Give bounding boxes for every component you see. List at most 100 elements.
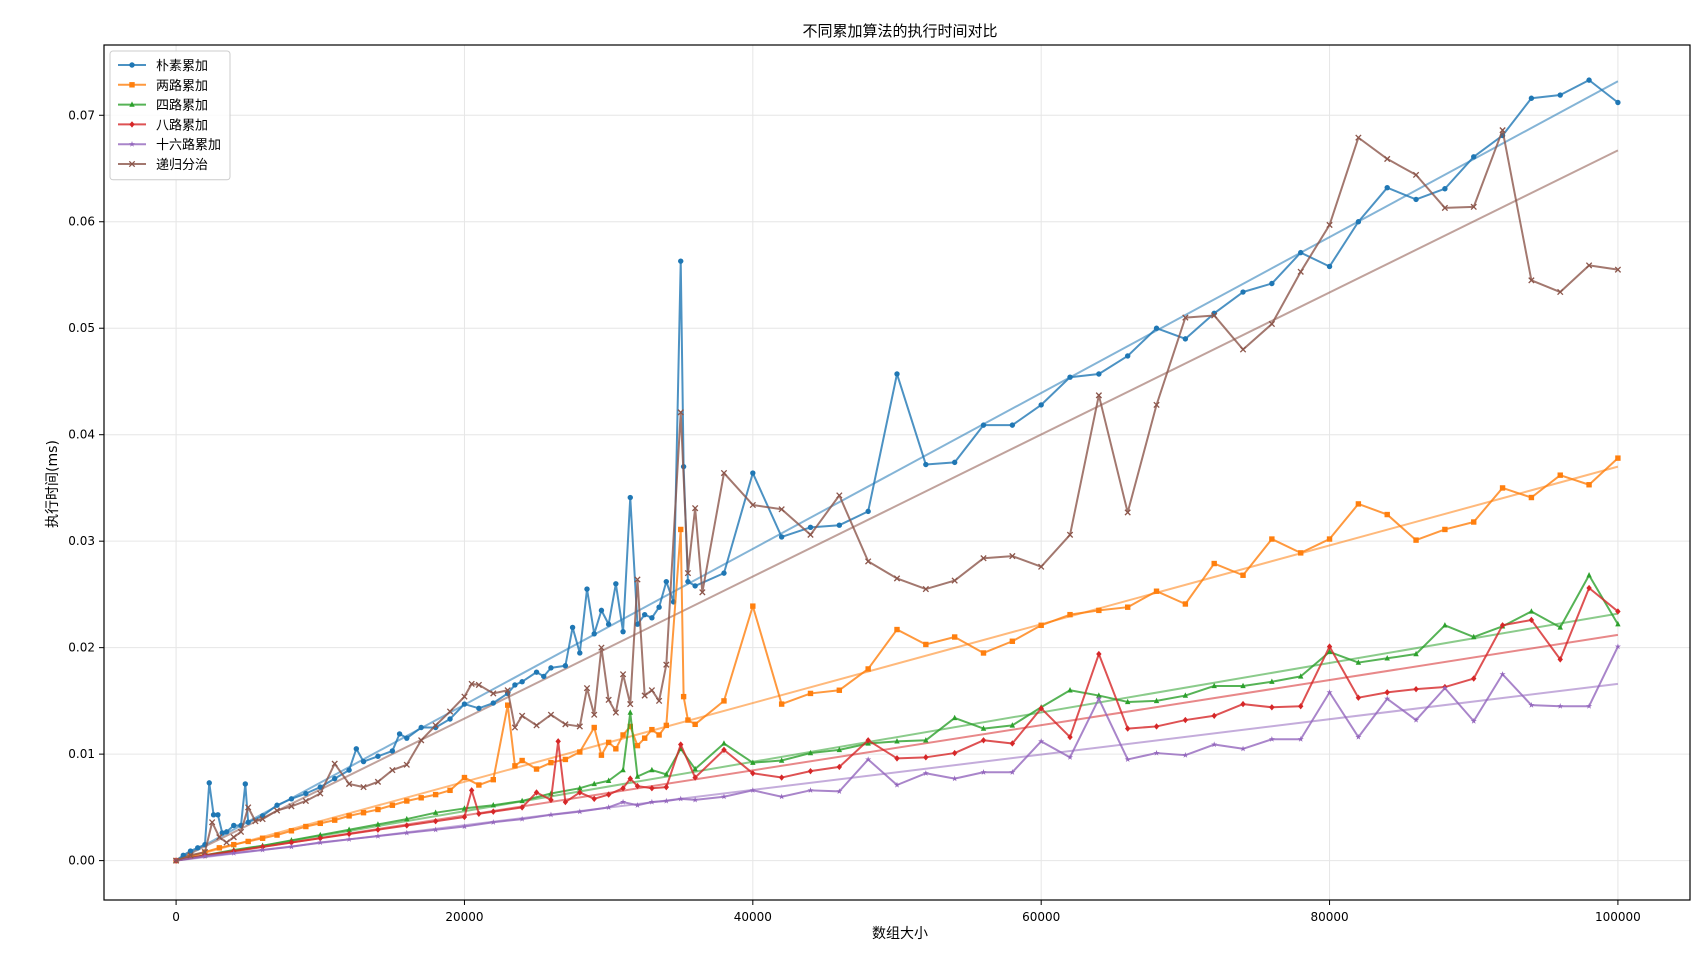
data-point <box>1240 682 1246 689</box>
data-point <box>519 797 525 804</box>
y-axis-label: 执行时间(ms) <box>45 440 61 528</box>
data-point <box>206 780 212 786</box>
y-tick-label: 0.06 <box>68 215 95 229</box>
data-point <box>403 761 410 768</box>
data-point-stroke <box>684 569 692 577</box>
data-point <box>807 690 814 697</box>
data-point <box>1471 519 1477 525</box>
data-point <box>562 798 569 806</box>
data-point-stroke <box>259 815 266 823</box>
data-point <box>951 749 958 757</box>
data-point <box>432 809 439 815</box>
data-point <box>620 732 626 738</box>
data-point <box>208 819 216 826</box>
data-point <box>893 575 901 582</box>
data-point <box>541 673 547 680</box>
data-point <box>1442 186 1448 192</box>
data-point <box>1268 320 1276 328</box>
data-point-stroke <box>663 661 670 668</box>
data-point <box>505 702 511 708</box>
data-point <box>1269 280 1275 287</box>
data-point <box>490 776 496 783</box>
x-tick-label: 100000 <box>1595 910 1641 924</box>
data-point <box>518 712 526 719</box>
data-point <box>446 708 454 715</box>
data-point-stroke <box>245 804 252 811</box>
data-point <box>404 822 410 829</box>
data-point <box>533 766 540 772</box>
data-point <box>692 721 698 728</box>
data-point <box>1615 455 1621 461</box>
x-tick-label: 20000 <box>445 910 483 924</box>
data-point <box>353 746 360 752</box>
data-point <box>129 101 135 107</box>
data-point <box>692 796 699 803</box>
data-point <box>1499 127 1506 134</box>
data-point-stroke <box>360 783 367 791</box>
data-point <box>223 829 230 835</box>
data-point <box>605 621 612 627</box>
data-point <box>778 506 785 513</box>
data-point <box>1355 219 1362 225</box>
data-point <box>1124 756 1131 763</box>
data-point <box>836 522 843 528</box>
data-point <box>1326 689 1333 695</box>
data-point <box>389 766 396 774</box>
data-point <box>533 789 540 796</box>
data-point <box>922 585 929 593</box>
data-point <box>1471 675 1477 682</box>
data-point <box>1124 725 1131 732</box>
data-point <box>1413 685 1419 693</box>
data-point <box>951 459 958 466</box>
data-point <box>201 848 209 856</box>
data-point <box>216 834 223 841</box>
data-point <box>231 841 237 848</box>
legend-item: 两路累加 <box>118 78 208 94</box>
data-point <box>1067 733 1073 741</box>
data-point <box>1153 749 1160 756</box>
data-point <box>685 717 691 723</box>
data-point <box>749 501 756 509</box>
data-point <box>1182 716 1189 724</box>
data-point-stroke <box>612 709 620 716</box>
data-point <box>923 737 929 743</box>
chart-title: 不同累加算法的执行时间对比 <box>802 22 997 40</box>
data-point <box>648 798 655 805</box>
data-point <box>1038 738 1045 744</box>
data-point-stroke <box>598 644 605 651</box>
data-point <box>1326 648 1333 655</box>
data-point <box>605 804 612 810</box>
data-point <box>1298 550 1304 556</box>
data-point <box>605 696 612 703</box>
data-point <box>548 759 554 766</box>
data-point-stroke <box>1499 127 1506 134</box>
data-point <box>432 826 439 833</box>
data-point <box>1182 601 1189 607</box>
series-group <box>172 127 1622 864</box>
data-point <box>605 791 612 798</box>
data-point-stroke <box>778 506 785 513</box>
x-tick-label: 0 <box>172 910 180 924</box>
data-point <box>230 834 237 841</box>
data-point <box>1355 134 1362 141</box>
data-point <box>951 634 958 640</box>
data-point-stroke <box>252 818 259 825</box>
data-point-stroke <box>345 780 353 788</box>
data-point <box>641 735 648 741</box>
data-point <box>649 615 655 621</box>
trend-line <box>175 149 1619 862</box>
data-point <box>1528 701 1535 708</box>
data-point <box>598 644 605 651</box>
data-point-stroke <box>331 760 338 767</box>
data-point-stroke <box>216 834 223 841</box>
data-point <box>1557 288 1564 296</box>
data-point <box>1153 723 1160 730</box>
trend-line <box>175 612 1619 862</box>
data-point <box>389 748 396 754</box>
data-point <box>1009 552 1016 560</box>
trend-line <box>175 633 1619 862</box>
data-point <box>555 738 561 745</box>
data-point-stroke <box>562 721 569 728</box>
data-point-stroke <box>468 680 475 688</box>
data-point <box>1298 249 1304 256</box>
